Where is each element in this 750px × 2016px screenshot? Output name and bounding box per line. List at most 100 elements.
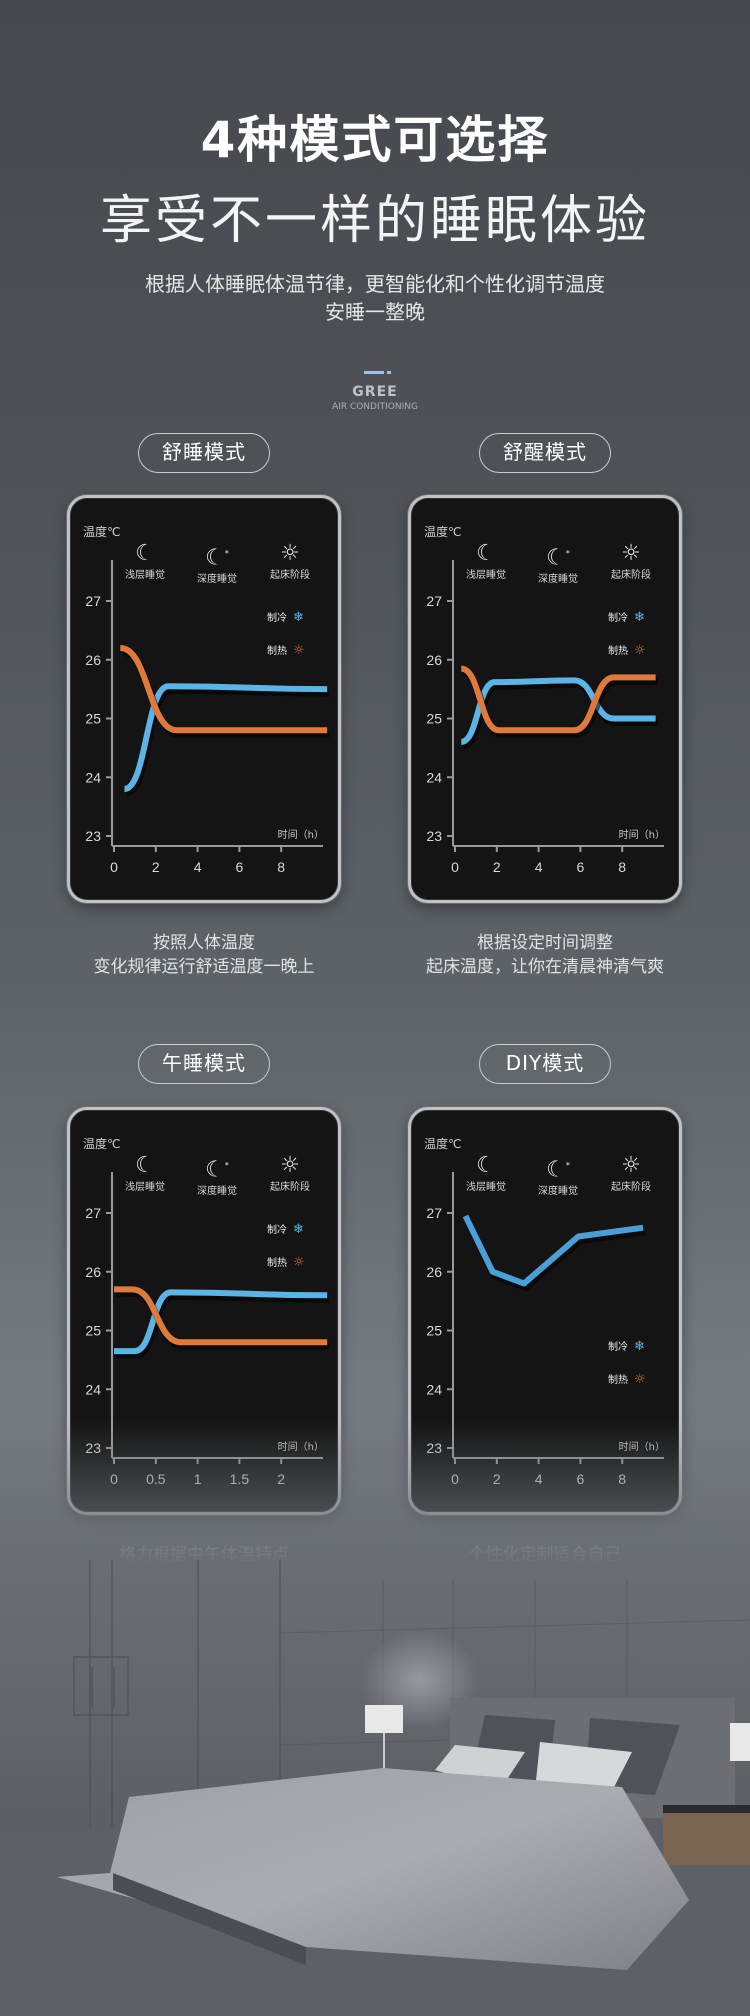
sun-icon: ☼ <box>293 643 305 658</box>
caption-line-1: 根据设定时间调整 <box>477 933 613 953</box>
stage-1: ☾ 浅层睡觉 <box>110 1153 180 1194</box>
chart-panel-1: 23 24 25 26 27 0 2 4 6 8 温度℃ ☾ 浅层睡觉 ☾* 深度睡觉 ☼ 起床阶段 制冷 ❄ 制热 ☼… <box>67 495 341 903</box>
legend-label: 制冷 <box>608 1342 628 1353</box>
stage-2: ☾* 深度睡觉 <box>182 1154 252 1198</box>
y-axis-label: 温度℃ <box>424 525 462 539</box>
legend-item: 制冷 ❄ <box>608 609 658 625</box>
brand-accent-dot <box>387 371 391 374</box>
y-tick-label: 24 <box>85 1381 101 1397</box>
mode-caption: 根据设定时间调整 起床温度，让你在清晨神清气爽 <box>375 931 715 979</box>
moon-icon: ☾ <box>135 541 155 566</box>
legend-label: 制热 <box>267 646 287 657</box>
moon-stars-icon: ☾* <box>546 545 570 571</box>
stage-label: 起床阶段 <box>611 570 651 581</box>
stage-label: 深度睡觉 <box>538 1186 578 1198</box>
stage-label: 浅层睡觉 <box>466 570 506 581</box>
y-tick-label: 24 <box>426 1381 442 1397</box>
legend-item: 制冷 ❄ <box>267 1221 317 1237</box>
stage-label: 起床阶段 <box>611 1182 651 1193</box>
mode-tab-1[interactable]: 舒睡模式 <box>138 433 270 473</box>
stage-3: ☼ 起床阶段 <box>255 542 325 582</box>
moon-stars-icon: ☾* <box>546 1157 570 1183</box>
stage-1: ☾ 浅层睡觉 <box>451 1153 521 1194</box>
description-line-2: 安睡一整晚 <box>325 300 425 324</box>
x-tick-label: 4 <box>535 859 543 875</box>
series-line-heating <box>113 1286 328 1346</box>
legend-label: 制热 <box>608 1375 628 1386</box>
x-tick-label: 6 <box>577 859 585 875</box>
snowflake-icon: ❄ <box>293 1222 304 1237</box>
description-line-1: 根据人体睡眠体温节律，更智能化和个性化调节温度 <box>145 272 605 296</box>
legend-label: 制热 <box>267 1258 287 1269</box>
snowflake-icon: ❄ <box>634 610 645 625</box>
x-tick-label: 2 <box>152 859 160 875</box>
stage-2: ☾* 深度睡觉 <box>523 542 593 586</box>
page-subtitle: 享受不一样的睡眠体验 <box>99 191 650 251</box>
sun-icon: ☼ <box>621 541 641 566</box>
stage-label: 浅层睡觉 <box>466 1182 506 1193</box>
nightstand <box>663 1810 750 1865</box>
stage-2: ☾* 深度睡觉 <box>523 1154 593 1198</box>
snowflake-icon: ❄ <box>634 1339 645 1354</box>
y-tick-label: 24 <box>426 769 442 785</box>
series-line-heating <box>119 645 328 734</box>
y-tick-label: 23 <box>85 828 101 844</box>
y-tick-label: 26 <box>426 1264 442 1280</box>
sun-icon: ☼ <box>293 1255 305 1270</box>
series-shadow <box>115 1292 330 1359</box>
pillows <box>435 1715 680 1795</box>
stage-2: ☾* 深度睡觉 <box>182 542 252 586</box>
stage-1: ☾ 浅层睡觉 <box>110 541 180 582</box>
mode-tab-2[interactable]: 舒醒模式 <box>479 433 611 473</box>
sun-icon: ☼ <box>634 1372 646 1387</box>
legend-label: 制冷 <box>267 613 287 624</box>
stage-label: 浅层睡觉 <box>125 570 165 581</box>
y-tick-label: 23 <box>426 828 442 844</box>
legend-item: 制冷 ❄ <box>608 1338 658 1354</box>
x-axis-label: 时间（h） <box>277 830 324 841</box>
legend-item: 制冷 ❄ <box>267 609 317 625</box>
legend-item: 制热 ☼ <box>608 642 658 658</box>
series-line-cooling <box>123 683 328 792</box>
y-tick-label: 25 <box>85 711 101 727</box>
legend-label: 制冷 <box>267 1225 287 1236</box>
y-axis-label: 温度℃ <box>83 1137 121 1151</box>
stage-1: ☾ 浅层睡觉 <box>451 542 521 582</box>
caption-line-1: 按照人体温度 <box>153 933 255 953</box>
series-shadow <box>125 686 330 797</box>
moon-icon: ☾ <box>135 1153 155 1178</box>
y-tick-label: 27 <box>85 1205 101 1221</box>
legend-item: 制热 ☼ <box>267 642 317 658</box>
y-tick-label: 27 <box>85 593 101 609</box>
legend-label: 制冷 <box>608 613 628 624</box>
y-axis-label: 温度℃ <box>424 1137 462 1151</box>
mode-tab-4[interactable]: DIY模式 <box>479 1044 611 1084</box>
brand-tagline: AIR CONDITIONING <box>332 402 418 412</box>
stage-3: ☼ 起床阶段 <box>596 541 666 582</box>
y-tick-label: 24 <box>85 769 101 785</box>
mode-tab-3[interactable]: 午睡模式 <box>138 1044 270 1084</box>
stage-3: ☼ 起床阶段 <box>596 1154 666 1194</box>
mode-caption: 按照人体温度 变化规律运行舒适温度一晚上 <box>34 931 374 979</box>
y-axis-label: 温度℃ <box>83 525 121 539</box>
legend-label: 制热 <box>608 646 628 657</box>
y-tick-label: 25 <box>85 1323 101 1339</box>
moon-stars-icon: ☾* <box>205 1157 229 1183</box>
stage-label: 深度睡觉 <box>197 1186 237 1198</box>
y-tick-label: 26 <box>85 652 101 668</box>
y-tick-label: 25 <box>426 711 442 727</box>
moon-stars-icon: ☾* <box>205 545 229 571</box>
bedroom-scene <box>0 1420 750 2016</box>
legend-item: 制热 ☼ <box>267 1254 317 1270</box>
series-line-cooling <box>113 1289 328 1355</box>
stage-label: 深度睡觉 <box>197 574 237 586</box>
x-tick-label: 0 <box>451 859 459 875</box>
page-title: 4种模式可选择 <box>200 111 550 169</box>
y-tick-label: 25 <box>426 1323 442 1339</box>
stage-label: 深度睡觉 <box>538 574 578 586</box>
sun-icon: ☼ <box>634 643 646 658</box>
legend-item: 制热 ☼ <box>608 1371 658 1387</box>
moon-icon: ☾ <box>476 1153 496 1178</box>
